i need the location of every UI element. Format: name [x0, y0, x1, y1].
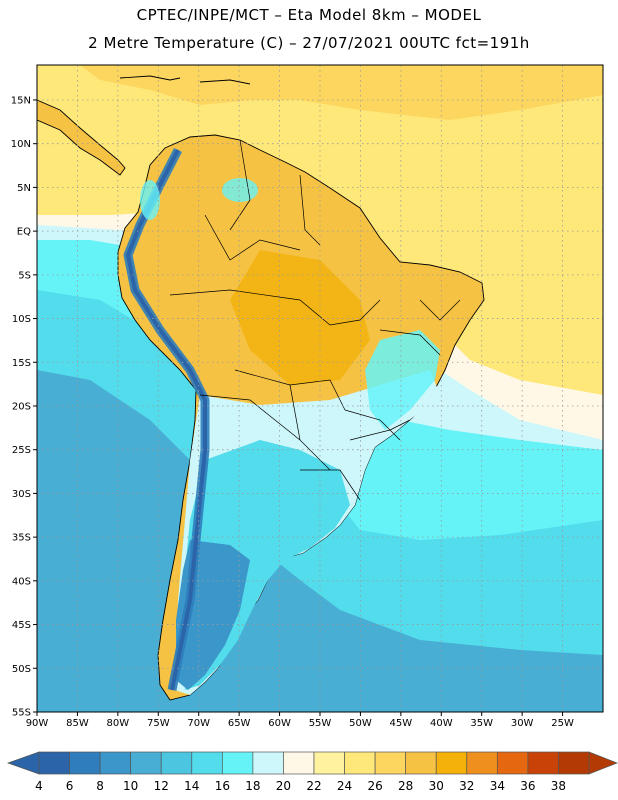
southeast-cool	[365, 330, 440, 430]
lat-tick-label: 5N	[17, 183, 31, 194]
lon-tick-label: 25W	[551, 718, 574, 729]
lat-tick-label: 15S	[12, 358, 31, 369]
colorbar-swatch	[221, 751, 254, 775]
colorbar-label: 14	[184, 779, 199, 793]
colorbar-arrow-high	[588, 751, 618, 775]
colorbar-swatch	[496, 751, 529, 775]
interior-hot	[230, 250, 370, 385]
colorbar-swatch	[313, 751, 345, 775]
colorbar-swatch	[283, 751, 315, 775]
lat-tick-label: 5S	[18, 270, 31, 281]
lat-tick-label: 15N	[11, 95, 31, 106]
colorbar-swatch	[69, 751, 101, 775]
longitude-labels: 90W 85W 80W 75W 70W 65W 60W 55W 50W 45W 40W 35W 30W 2…	[26, 718, 574, 729]
colorbar-label: 8	[96, 779, 104, 793]
colorbar-label: 22	[306, 779, 321, 793]
coordinate-grid	[33, 65, 603, 716]
colorbar-swatch	[252, 751, 284, 775]
colorbar-label: 18	[245, 779, 260, 793]
colorbar-label: 30	[429, 779, 444, 793]
caribbean-islands-2	[199, 79, 251, 85]
colorbar-label: 20	[276, 779, 291, 793]
colorbar-label: 32	[459, 779, 474, 793]
colorbar-label: 6	[66, 779, 74, 793]
lon-tick-label: 30W	[511, 718, 534, 729]
colorbar-label: 36	[520, 779, 535, 793]
central-america	[37, 99, 126, 176]
lat-tick-label: 25S	[12, 445, 31, 456]
colorbar-label: 16	[215, 779, 230, 793]
colorbar-swatch	[99, 751, 132, 775]
colorbar-label: 10	[123, 779, 138, 793]
colorbar-label: 24	[337, 779, 352, 793]
colorbar-swatch	[38, 751, 70, 775]
colorbar-arrow-low	[6, 751, 40, 775]
lon-tick-label: 60W	[268, 718, 291, 729]
lat-tick-label: 10S	[12, 314, 31, 325]
colorbar: 4 6 8 10 12 14 16 18 20 22 24 26 28 30 32 34 36 38	[6, 751, 618, 793]
lon-tick-label: 40W	[430, 718, 453, 729]
lat-tick-label: 20S	[12, 401, 31, 412]
country-borders	[169, 139, 461, 501]
map-title-line1: CPTEC/INPE/MCT – Eta Model 8km – MODEL	[136, 6, 482, 24]
colorbar-swatch	[191, 751, 223, 775]
lat-tick-label: 30S	[12, 489, 31, 500]
colorbar-label: 4	[35, 779, 43, 793]
colorbar-swatch	[344, 751, 376, 775]
andes-ridge-core	[126, 149, 207, 691]
lat-tick-label: 45S	[12, 620, 31, 631]
lon-tick-label: 85W	[66, 718, 89, 729]
map-field	[37, 65, 603, 712]
lat-tick-label: 40S	[12, 576, 31, 587]
colorbar-swatch	[130, 751, 162, 775]
colorbar-label: 38	[551, 779, 566, 793]
colorbar-swatch	[160, 751, 193, 775]
lat-tick-label: 35S	[12, 533, 31, 544]
colorbar-swatch	[466, 751, 498, 775]
lon-tick-label: 70W	[187, 718, 210, 729]
lon-tick-label: 50W	[349, 718, 372, 729]
colorbar-swatch	[558, 751, 590, 775]
colorbar-swatch	[405, 751, 437, 775]
lon-tick-label: 55W	[309, 718, 332, 729]
lat-tick-label: 55S	[12, 708, 31, 719]
colorbar-label: 34	[490, 779, 505, 793]
map-title-line2: 2 Metre Temperature (C) – 27/07/2021 00U…	[88, 34, 530, 52]
caribbean-islands	[119, 75, 181, 81]
colorbar-swatch	[435, 751, 468, 775]
guiana-highland	[222, 178, 258, 202]
lat-tick-label: 10N	[11, 139, 31, 150]
lat-tick-label: EQ	[17, 227, 31, 238]
latitude-labels: 15N 10N 5N EQ 5S 10S 15S 20S 25S 30S 35S 40S 45S 50S 5…	[11, 95, 31, 718]
lon-tick-label: 75W	[147, 718, 170, 729]
venezuela-highland	[140, 180, 160, 220]
lon-tick-label: 65W	[228, 718, 251, 729]
colorbar-label: 12	[154, 779, 169, 793]
colorbar-swatch	[527, 751, 559, 775]
colorbar-label: 28	[398, 779, 413, 793]
lon-tick-label: 35W	[470, 718, 493, 729]
lat-tick-label: 50S	[12, 664, 31, 675]
lon-tick-label: 45W	[390, 718, 413, 729]
ocean-band-26	[80, 65, 603, 120]
map-frame	[36, 64, 604, 713]
colorbar-swatch	[374, 751, 407, 775]
lon-tick-label: 90W	[26, 718, 49, 729]
lon-tick-label: 80W	[107, 718, 130, 729]
colorbar-label: 26	[367, 779, 382, 793]
